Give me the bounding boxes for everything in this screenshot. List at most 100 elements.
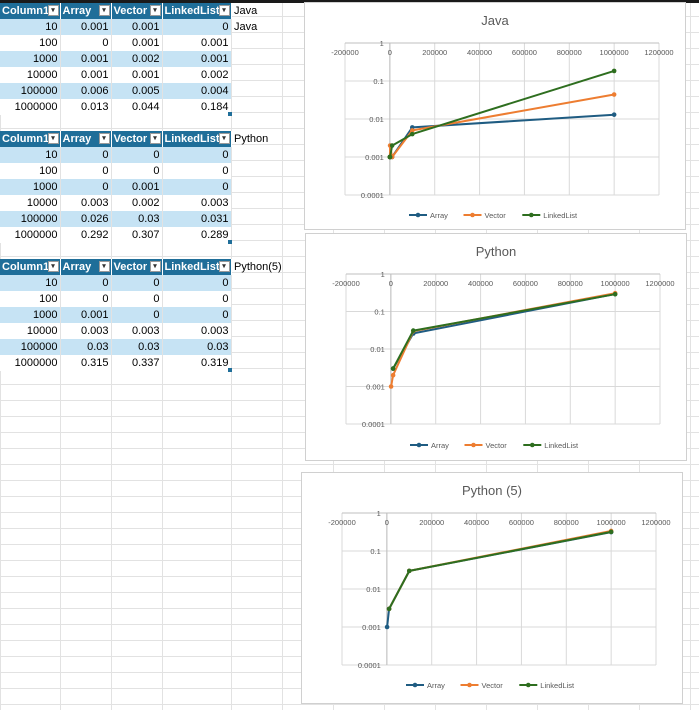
cell[interactable]: 0	[111, 147, 163, 163]
legend-entry[interactable]: Vector	[485, 211, 507, 220]
cell[interactable]: 10	[0, 19, 61, 35]
legend-entry[interactable]: Vector	[486, 441, 508, 450]
data-point-linkedlist[interactable]	[389, 143, 395, 148]
data-point-linkedlist[interactable]	[612, 291, 618, 297]
cell[interactable]: 0	[111, 275, 163, 291]
cell[interactable]: 10	[0, 147, 61, 163]
cell[interactable]: 1000000	[0, 355, 61, 371]
python5-table[interactable]: Column1 ▾ Array ▾ Vector ▾ LinkedList ▾ 10 0 0…	[0, 259, 232, 371]
cell[interactable]: 0.005	[111, 83, 163, 99]
cell[interactable]: 0	[162, 307, 232, 323]
cell[interactable]: 0.001	[60, 19, 112, 35]
cell[interactable]: 0	[60, 147, 112, 163]
cell[interactable]: 0	[111, 291, 163, 307]
series-line-array[interactable]	[386, 531, 612, 628]
cell[interactable]: 100000	[0, 211, 61, 227]
cell[interactable]: 1000	[0, 179, 61, 195]
data-point-vector[interactable]	[611, 92, 617, 97]
series-line-vector[interactable]	[388, 530, 612, 610]
legend-entry[interactable]: LinkedList	[543, 211, 578, 220]
cell[interactable]: 0.003	[111, 323, 163, 339]
cell[interactable]: 0.289	[162, 227, 232, 243]
cell[interactable]: 0.002	[111, 51, 163, 67]
series-line-array[interactable]	[392, 293, 616, 370]
cell[interactable]: 0.001	[111, 19, 163, 35]
table-resize-handle[interactable]	[228, 368, 232, 372]
cell[interactable]: 0.001	[60, 51, 112, 67]
cell[interactable]: 0.292	[60, 227, 112, 243]
cell[interactable]: 0.003	[60, 323, 112, 339]
header-cell-array[interactable]: Array ▾	[60, 131, 112, 147]
cell[interactable]: 0.319	[162, 355, 232, 371]
header-cell-array[interactable]: Array ▾	[60, 3, 112, 19]
chart-python5[interactable]: Python (5) -200000 0 200000 400000 600000 800…	[301, 472, 683, 704]
cell[interactable]: 0	[111, 307, 163, 323]
filter-dropdown-icon[interactable]: ▾	[149, 133, 161, 144]
cell[interactable]: 100	[0, 163, 61, 179]
cell[interactable]: 0.184	[162, 99, 232, 115]
data-point-vector[interactable]	[390, 372, 396, 378]
cell[interactable]: 10000	[0, 323, 61, 339]
cell[interactable]: 0	[162, 19, 232, 35]
side-label[interactable]: Python	[234, 133, 269, 145]
side-label[interactable]: Python(5)	[234, 261, 282, 273]
header-cell-vector[interactable]: Vector ▾	[111, 131, 163, 147]
legend-entry[interactable]: Array	[431, 441, 449, 450]
table-resize-handle[interactable]	[228, 240, 232, 244]
cell[interactable]: 0.001	[111, 67, 163, 83]
filter-dropdown-icon[interactable]: ▾	[47, 261, 59, 272]
cell[interactable]: 0.004	[162, 83, 232, 99]
filter-dropdown-icon[interactable]: ▾	[149, 5, 161, 16]
legend-entry[interactable]: LinkedList	[544, 441, 579, 450]
cell[interactable]: 0.03	[111, 339, 163, 355]
cell[interactable]: 0	[162, 147, 232, 163]
filter-dropdown-icon[interactable]: ▾	[218, 133, 230, 144]
data-point-vector[interactable]	[409, 128, 415, 133]
cell[interactable]: 0	[162, 275, 232, 291]
data-point-linkedlist[interactable]	[387, 154, 393, 160]
cell[interactable]: 1000	[0, 51, 61, 67]
cell[interactable]: 10000	[0, 195, 61, 211]
cell[interactable]: 10	[0, 275, 61, 291]
cell[interactable]: 0	[60, 179, 112, 195]
cell[interactable]: 0.315	[60, 355, 112, 371]
data-point-linkedlist[interactable]	[410, 328, 416, 333]
header-cell-column1[interactable]: Column1 ▾	[0, 131, 61, 147]
cell[interactable]: 10000	[0, 67, 61, 83]
cell[interactable]: 0.013	[60, 99, 112, 115]
cell[interactable]: 0.044	[111, 99, 163, 115]
cell[interactable]: 0.001	[111, 179, 163, 195]
side-label[interactable]: Java	[234, 5, 258, 17]
cell[interactable]: 0.026	[60, 211, 112, 227]
cell[interactable]: 0.03	[162, 339, 232, 355]
java-table[interactable]: Column1 ▾ Array ▾ Vector ▾ LinkedList ▾ 10 0.…	[0, 3, 232, 115]
cell[interactable]: 0	[60, 275, 112, 291]
data-point-vector[interactable]	[388, 384, 394, 389]
cell[interactable]: 0.006	[60, 83, 112, 99]
cell[interactable]: 0.307	[111, 227, 163, 243]
data-point-linkedlist[interactable]	[409, 131, 415, 137]
data-point-linkedlist[interactable]	[386, 606, 392, 612]
filter-dropdown-icon[interactable]: ▾	[98, 133, 110, 144]
filter-dropdown-icon[interactable]: ▾	[47, 133, 59, 144]
filter-dropdown-icon[interactable]: ▾	[218, 261, 230, 272]
cell[interactable]: 0.003	[162, 323, 232, 339]
filter-dropdown-icon[interactable]: ▾	[98, 5, 110, 16]
cell[interactable]: 0	[162, 179, 232, 195]
legend-entry[interactable]: Vector	[482, 681, 504, 690]
header-cell-linkedlist[interactable]: LinkedList ▾	[162, 3, 232, 19]
data-point-array[interactable]	[384, 624, 390, 630]
cell[interactable]: 100	[0, 35, 61, 51]
cell[interactable]: 0.031	[162, 211, 232, 227]
series-line-array[interactable]	[389, 113, 615, 158]
cell[interactable]: 0	[111, 163, 163, 179]
cell[interactable]: 0	[60, 163, 112, 179]
cell[interactable]: 100	[0, 291, 61, 307]
cell[interactable]: 0	[60, 291, 112, 307]
data-point-linkedlist[interactable]	[611, 68, 617, 74]
cell[interactable]: 100000	[0, 83, 61, 99]
side-label[interactable]: Java	[234, 21, 258, 33]
cell[interactable]: 0	[162, 291, 232, 307]
cell[interactable]: 0.003	[60, 195, 112, 211]
filter-dropdown-icon[interactable]: ▾	[47, 5, 59, 16]
